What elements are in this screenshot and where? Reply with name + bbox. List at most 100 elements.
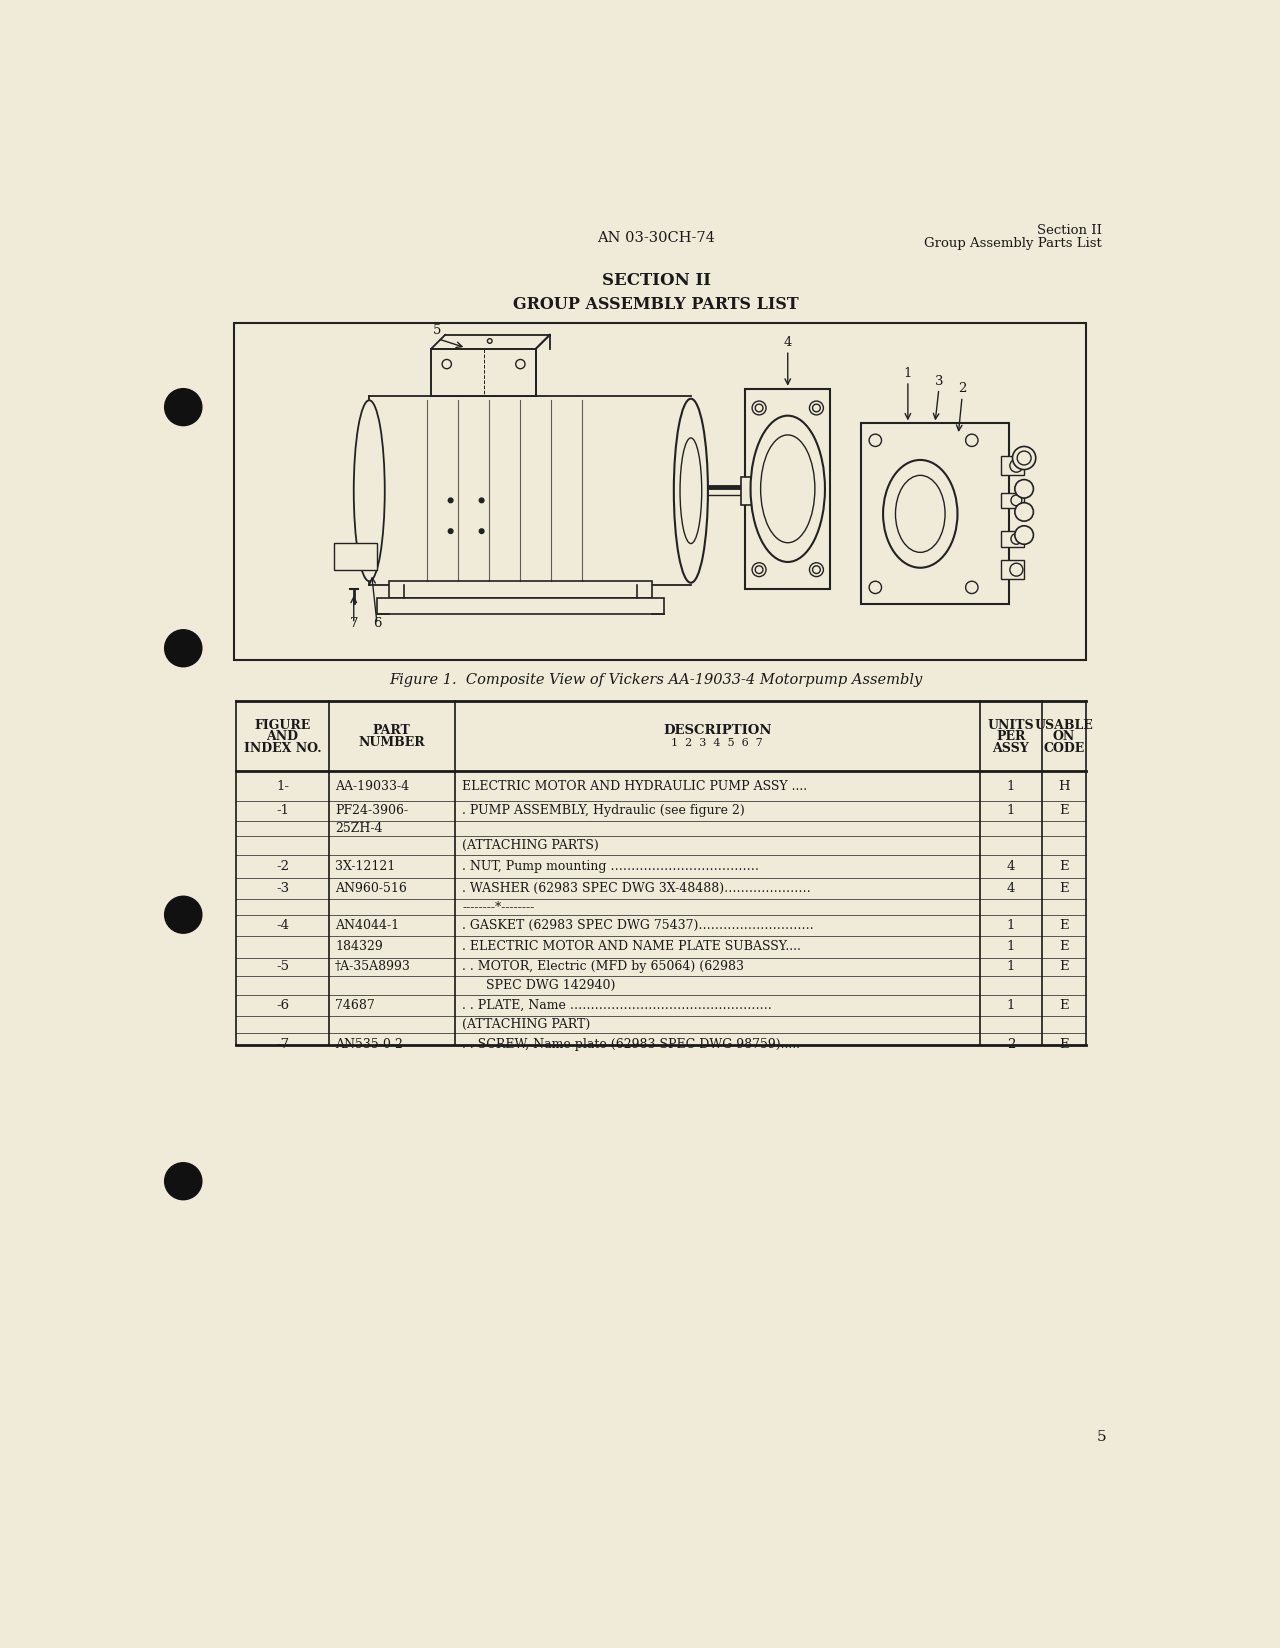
Bar [745,389,831,588]
Circle shape [1012,447,1036,470]
Text: Figure 1.  Composite View of Vickers AA-19033-4 Motorpump Assembly: Figure 1. Composite View of Vickers AA-1… [389,672,923,687]
Text: 2: 2 [957,382,966,396]
Circle shape [869,433,882,447]
Bar [234,323,1087,659]
Text: CODE: CODE [1043,742,1084,755]
Ellipse shape [353,400,385,582]
Text: -4: -4 [276,920,289,931]
Ellipse shape [673,399,708,583]
Text: . . MOTOR, Electric (MFD by 65064) (62983: . . MOTOR, Electric (MFD by 65064) (6298… [462,961,744,974]
Circle shape [813,404,820,412]
Circle shape [1010,564,1023,577]
Text: -2: -2 [276,860,289,873]
Circle shape [448,529,453,534]
Circle shape [442,359,452,369]
Text: . . SCREW, Name plate (62983 SPEC DWG 98759).....: . . SCREW, Name plate (62983 SPEC DWG 98… [462,1038,800,1051]
Text: (ATTACHING PARTS): (ATTACHING PARTS) [462,839,599,852]
Bar [334,542,378,570]
Circle shape [165,1163,202,1200]
Text: AN960-516: AN960-516 [335,882,407,895]
Text: 3X-12121: 3X-12121 [335,860,396,873]
Text: 7: 7 [349,616,358,630]
Text: 74687: 74687 [335,999,375,1012]
Text: 1: 1 [1007,780,1015,793]
Text: --------*--------: --------*-------- [462,900,535,913]
Text: FIGURE: FIGURE [255,719,311,732]
Text: 5: 5 [1097,1430,1106,1444]
Circle shape [1015,503,1033,521]
Circle shape [488,339,492,343]
Circle shape [479,498,484,503]
Text: E: E [1060,941,1069,954]
Text: E: E [1060,920,1069,931]
Text: . PUMP ASSEMBLY, Hydraulic (see figure 2): . PUMP ASSEMBLY, Hydraulic (see figure 2… [462,804,745,817]
Text: -1: -1 [276,804,289,817]
Bar [741,476,756,504]
Circle shape [755,404,763,412]
Text: 6: 6 [372,616,381,630]
Text: INDEX NO.: INDEX NO. [243,742,321,755]
Text: 1: 1 [1007,941,1015,954]
Text: ELECTRIC MOTOR AND HYDRAULIC PUMP ASSY ....: ELECTRIC MOTOR AND HYDRAULIC PUMP ASSY .… [462,780,808,793]
Text: 1: 1 [1007,961,1015,974]
Text: (ATTACHING PART): (ATTACHING PART) [462,1018,590,1032]
Circle shape [1011,534,1021,544]
Bar [378,598,664,613]
Text: PER: PER [996,730,1025,743]
Bar [1001,456,1024,475]
Text: 5: 5 [433,325,442,338]
Text: AND: AND [266,730,298,743]
Text: DESCRIPTION: DESCRIPTION [663,723,772,737]
Text: USABLE: USABLE [1034,719,1093,732]
Text: ON: ON [1053,730,1075,743]
Text: -5: -5 [276,961,289,974]
Text: 1: 1 [1007,999,1015,1012]
Text: 1: 1 [1007,804,1015,817]
Circle shape [965,582,978,593]
Circle shape [753,400,765,415]
Text: 184329: 184329 [335,941,383,954]
Text: E: E [1060,804,1069,817]
Circle shape [869,582,882,593]
Circle shape [1010,460,1023,473]
Text: PART: PART [372,723,411,737]
Text: AN4044-1: AN4044-1 [335,920,399,931]
Text: AN535-0-2: AN535-0-2 [335,1038,403,1051]
Circle shape [516,359,525,369]
Circle shape [809,400,823,415]
Ellipse shape [750,415,824,562]
Bar [1001,560,1024,578]
Circle shape [1018,452,1032,465]
Text: 1: 1 [1007,920,1015,931]
Text: . WASHER (62983 SPEC DWG 3X-48488)…………………: . WASHER (62983 SPEC DWG 3X-48488)………………… [462,882,812,895]
Text: E: E [1060,961,1069,974]
Bar [1001,531,1024,547]
Text: -7: -7 [276,1038,289,1051]
Circle shape [965,433,978,447]
Bar [1001,493,1024,508]
Text: E: E [1060,860,1069,873]
Text: 1-: 1- [276,780,289,793]
Ellipse shape [760,435,815,542]
Text: AA-19033-4: AA-19033-4 [335,780,410,793]
Ellipse shape [883,460,957,569]
Ellipse shape [896,475,945,552]
Text: E: E [1060,999,1069,1012]
Text: . GASKET (62983 SPEC DWG 75437)……………………….: . GASKET (62983 SPEC DWG 75437)………………………… [462,920,814,931]
Text: E: E [1060,882,1069,895]
Text: . NUT, Pump mounting ………………………………: . NUT, Pump mounting ……………………………… [462,860,759,873]
Text: . . PLATE, Name ………………………………………….: . . PLATE, Name …………………………………………. [462,999,772,1012]
Circle shape [479,529,484,534]
Text: 25ZH-4: 25ZH-4 [335,822,383,836]
Circle shape [1011,494,1021,506]
Bar [431,349,536,397]
Text: PF24-3906-: PF24-3906- [335,804,408,817]
Bar [861,424,1009,605]
Circle shape [448,498,453,503]
Text: SPEC DWG 142940): SPEC DWG 142940) [462,979,616,992]
Circle shape [755,565,763,574]
Text: 1  2  3  4  5  6  7: 1 2 3 4 5 6 7 [671,738,763,748]
Text: 4: 4 [783,336,792,349]
Circle shape [165,630,202,667]
Text: SECTION II: SECTION II [602,272,710,290]
